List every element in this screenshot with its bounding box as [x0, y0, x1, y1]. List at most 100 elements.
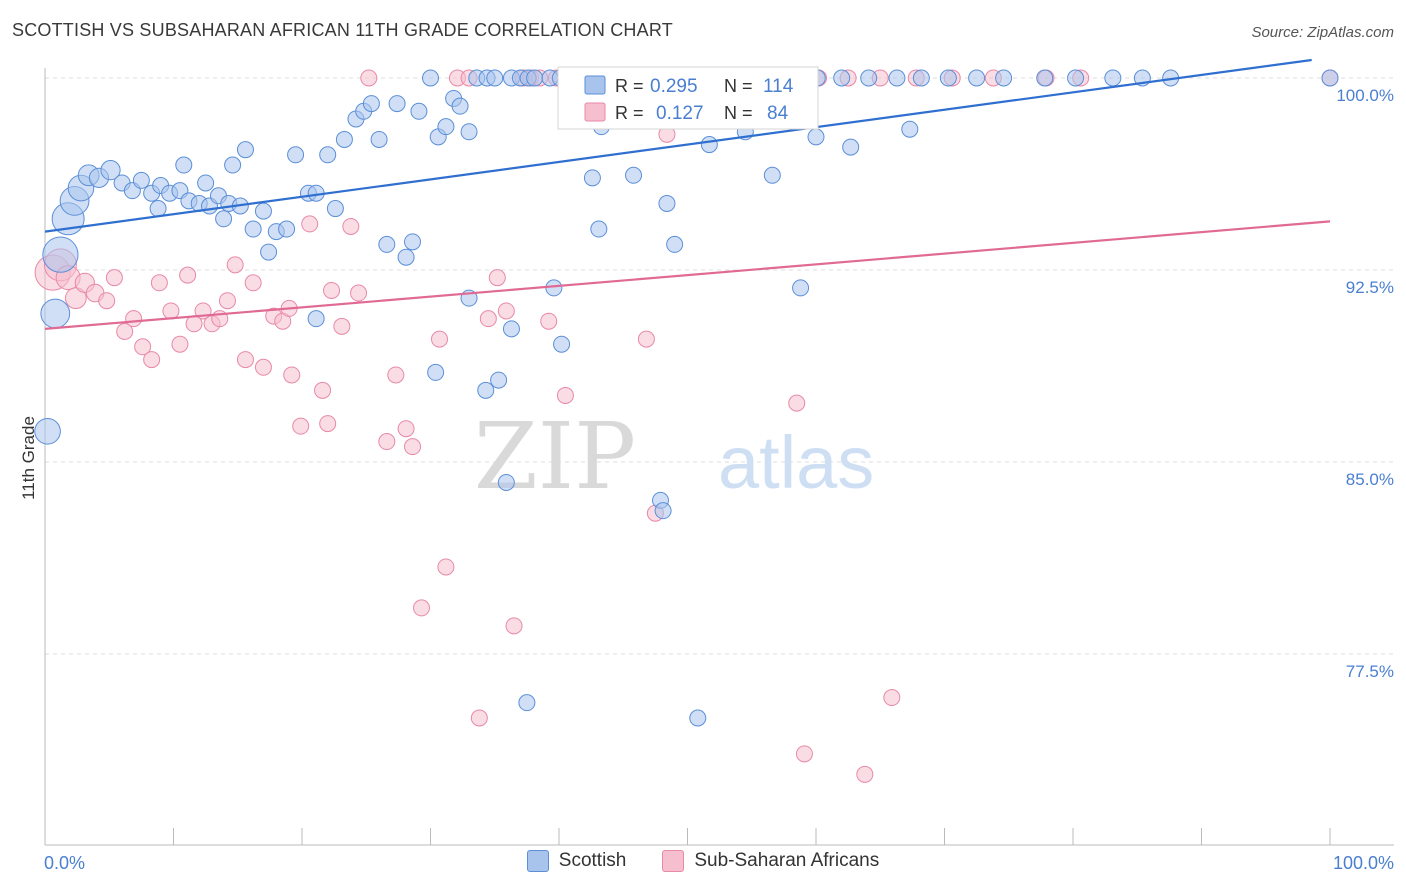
- scottish-point-92: [625, 166, 643, 184]
- sub-saharan-point-80: [883, 689, 901, 707]
- y-tick-label-0: 100.0%: [1336, 86, 1394, 105]
- sub-saharan-point-6: [98, 292, 116, 310]
- sub-saharan-point-37: [387, 366, 405, 384]
- scottish-point-58: [526, 69, 544, 87]
- scottish-point-93: [658, 194, 676, 212]
- legend-swatch-scottish: [526, 850, 549, 872]
- scottish-point-30: [278, 220, 296, 238]
- sub-saharan-point-23: [244, 274, 262, 292]
- sub-saharan-point-45: [470, 709, 488, 727]
- legend-label-scottish: Scottish: [558, 850, 627, 871]
- sub-saharan-point-39: [404, 438, 422, 456]
- scottish-point-51: [460, 123, 478, 141]
- scottish-point-0: [42, 236, 79, 273]
- sub-saharan-point-32: [333, 317, 351, 335]
- scottish-point-46: [422, 69, 439, 87]
- sub-saharan-point-24: [254, 358, 272, 376]
- sub-saharan-point-55: [556, 386, 574, 404]
- scottish-point-104: [490, 371, 508, 389]
- sub-saharan-point-48: [497, 302, 515, 320]
- scottish-point-91: [583, 169, 601, 187]
- sub-saharan-point-49: [505, 617, 523, 635]
- stats-n-label-2: N =: [724, 103, 753, 123]
- scottish-point-6: [100, 160, 121, 181]
- scottish-point-103: [477, 381, 495, 399]
- trend-line-sub-saharan: [44, 220, 1331, 330]
- sub-saharan-point-41: [430, 330, 448, 348]
- stats-swatch-sub-saharan: [584, 102, 606, 122]
- scottish-point-36: [335, 130, 353, 148]
- scottish-point-20: [149, 200, 167, 218]
- chart-title: SCOTTISH VS SUBSAHARAN AFRICAN 11TH GRAD…: [12, 20, 673, 40]
- sub-saharan-point-8: [116, 322, 134, 340]
- scottish-point-27: [254, 202, 272, 220]
- scottish-point-35: [326, 200, 344, 218]
- stats-swatch-scottish: [584, 75, 606, 95]
- sub-saharan-point-42: [437, 558, 455, 576]
- scottish-point-77: [833, 69, 851, 87]
- scottish-point-113: [792, 279, 810, 297]
- scottish-point-41: [378, 235, 396, 253]
- sub-saharan-point-35: [360, 69, 378, 87]
- trend-line-scottish: [44, 58, 1312, 233]
- scottish-point-82: [968, 69, 986, 87]
- sub-saharan-point-3: [64, 287, 87, 310]
- sub-saharan-point-47: [488, 269, 506, 287]
- sub-saharan-point-79: [856, 765, 874, 783]
- scottish-point-43: [397, 248, 415, 266]
- stats-r-value-2: 0.127: [656, 103, 704, 124]
- sub-saharan-point-69: [788, 394, 806, 412]
- trend-layer: [44, 58, 1331, 330]
- scottish-point-83: [995, 69, 1013, 87]
- stats-r-label-2: R =: [615, 103, 644, 123]
- scottish-point-39: [362, 95, 380, 113]
- sub-saharan-point-53: [540, 312, 558, 330]
- sub-saharan-point-36: [378, 433, 396, 451]
- y-tick-label-2: 85.0%: [1346, 470, 1394, 489]
- scottish-point-98: [842, 138, 860, 156]
- scottish-point-9: [132, 171, 150, 189]
- stats-r-value-1: 0.295: [650, 76, 698, 97]
- scottish-point-89: [1321, 69, 1339, 87]
- scottish-point-79: [888, 69, 906, 87]
- sub-saharan-point-82: [319, 415, 337, 433]
- scottish-point-44: [404, 233, 422, 251]
- scottish-point-112: [666, 235, 684, 253]
- x-tick-label-100: 100.0%: [1333, 853, 1394, 873]
- axis-layer: 100.0% 92.5% 85.0% 77.5%: [44, 68, 1394, 846]
- scottish-point-24: [224, 156, 242, 174]
- scottish-point-31: [287, 146, 305, 164]
- series-sub-saharan-africans: [34, 69, 1339, 783]
- scottish-point-22: [197, 174, 215, 192]
- sub-saharan-point-11: [143, 351, 161, 369]
- sub-saharan-point-31: [323, 281, 341, 299]
- scottish-point-105: [545, 279, 563, 297]
- scottish-point-81: [939, 69, 957, 87]
- sub-saharan-point-33: [342, 217, 360, 235]
- y-tick-label-3: 77.5%: [1346, 662, 1394, 681]
- watermark: ZIP atlas: [474, 403, 874, 510]
- sub-saharan-point-61: [637, 330, 655, 348]
- scottish-point-34: [319, 146, 337, 164]
- scottish-point-78: [860, 69, 878, 87]
- scottish-point-48: [437, 118, 455, 136]
- stats-n-value-2: 84: [767, 103, 789, 124]
- source-label: Source: ZipAtlas.com: [1251, 24, 1394, 41]
- scottish-point-111: [590, 220, 608, 238]
- scottish-point-115: [689, 709, 707, 727]
- stats-n-value-1: 114: [763, 76, 794, 97]
- sub-saharan-point-12: [150, 274, 168, 292]
- scottish-point-94: [700, 136, 718, 154]
- bottom-legend: Scottish Sub-Saharan Africans: [0, 850, 1406, 872]
- scottish-point-54: [486, 69, 504, 87]
- sub-saharan-point-38: [397, 420, 415, 438]
- sub-saharan-point-9: [125, 310, 143, 328]
- scottish-point-26: [244, 220, 262, 238]
- scottish-point-102: [553, 335, 571, 353]
- scottish-point-108: [654, 502, 672, 520]
- sub-saharan-point-29: [301, 215, 319, 233]
- watermark-atlas: atlas: [718, 421, 874, 504]
- sub-saharan-point-10: [134, 338, 152, 356]
- scottish-point-23: [215, 210, 233, 228]
